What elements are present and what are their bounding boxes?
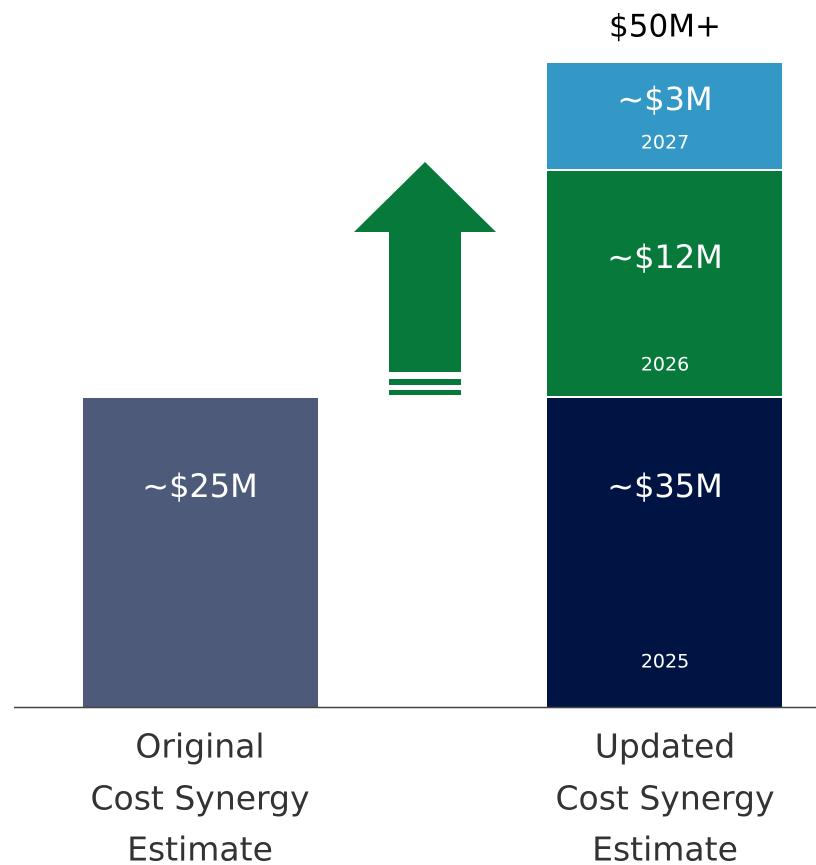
segment-2026 — [547, 171, 782, 396]
segment-year: 2027 — [641, 132, 689, 154]
arrow-stripe — [389, 379, 461, 385]
original-bar — [83, 398, 318, 707]
up-arrow — [354, 162, 496, 372]
caption: Original — [135, 727, 264, 766]
segment-label: ~$35M — [607, 467, 723, 505]
segment-year: 2026 — [641, 354, 689, 376]
original-label: ~$25M — [142, 467, 258, 505]
segment-label: ~$3M — [617, 80, 712, 118]
caption: Updated — [595, 727, 735, 766]
caption: Estimate — [592, 830, 738, 865]
segment-year: 2025 — [641, 651, 689, 673]
segment-label: ~$12M — [607, 238, 723, 276]
caption: Cost Synergy — [90, 779, 309, 818]
total-label: $50M+ — [609, 9, 721, 45]
caption: Cost Synergy — [555, 779, 774, 818]
segment-2025 — [547, 398, 782, 707]
caption: Estimate — [127, 830, 273, 865]
arrow-stripe — [389, 390, 461, 395]
segment-2027 — [547, 63, 782, 169]
